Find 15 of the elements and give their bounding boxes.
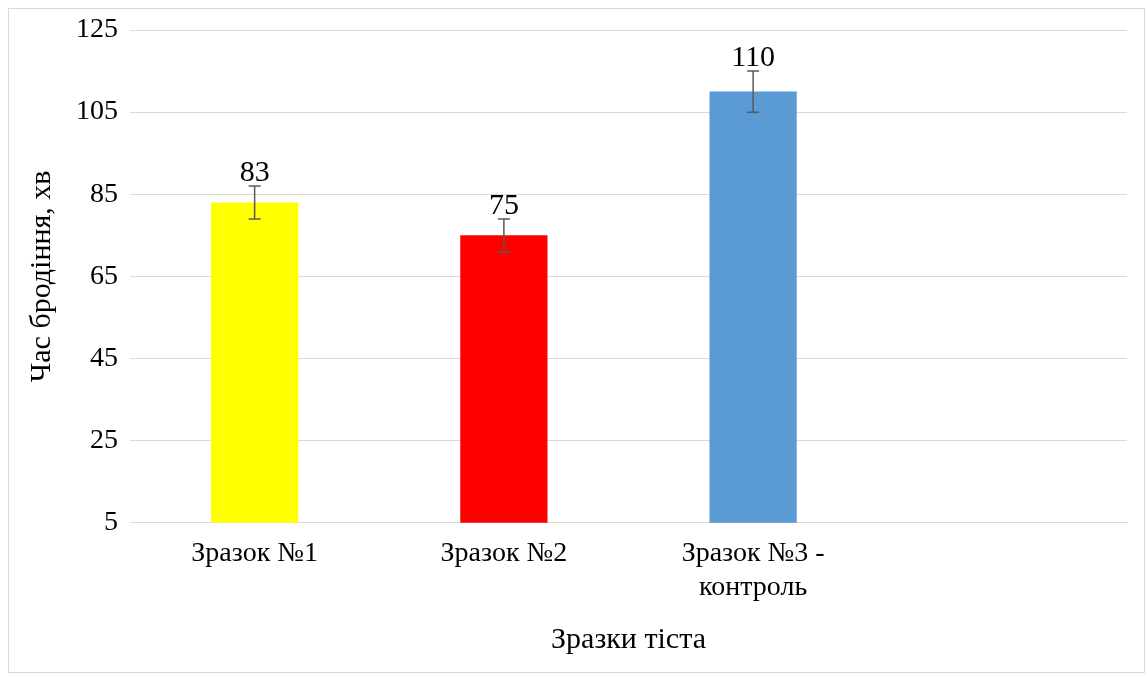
y-tick-label: 125 [76, 12, 118, 44]
y-tick-label: 5 [104, 505, 118, 537]
data-label: 75 [488, 186, 519, 220]
data-label: 110 [731, 38, 776, 72]
y-tick-label: 45 [90, 340, 118, 372]
y-axis-title: Час бродіння, хв [22, 170, 56, 383]
y-tick-label: 65 [90, 258, 118, 290]
y-tick-label: 25 [90, 423, 118, 455]
y-tick-label: 105 [76, 94, 118, 126]
x-tick-label: Зразок №1 [191, 535, 318, 567]
x-axis-title: Зразки тіста [551, 620, 706, 654]
y-tick-label: 85 [90, 176, 118, 208]
x-tick-label: Зразок №2 [440, 535, 568, 567]
data-label: 83 [239, 153, 270, 187]
x-tick-label: Зразок №3 - контроль [681, 535, 825, 601]
